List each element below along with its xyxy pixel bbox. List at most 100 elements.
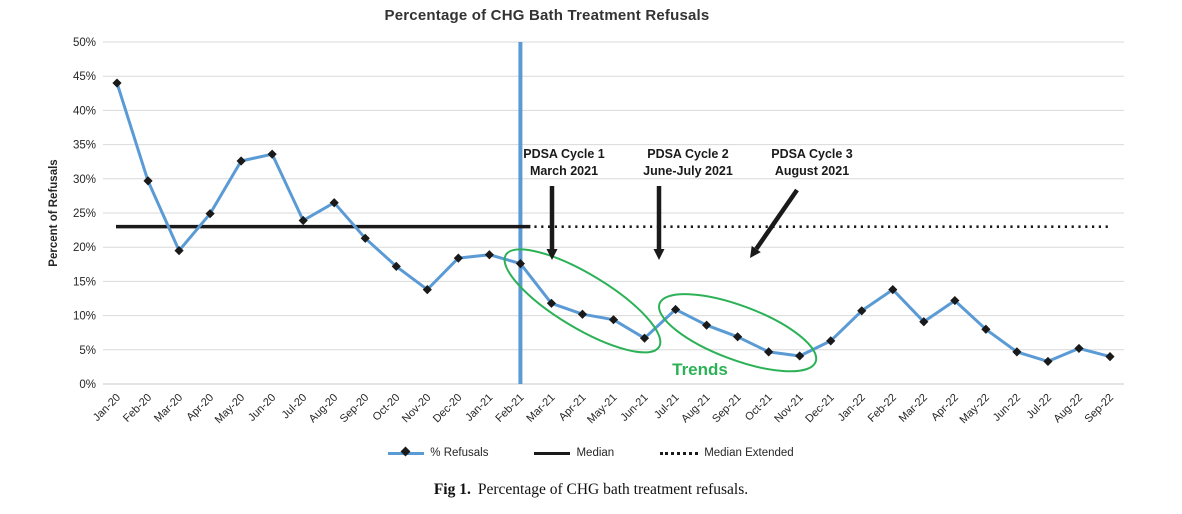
trend-ellipse [658,293,818,373]
x-tick-label: Dec-20 [431,392,465,426]
x-tick-label: Oct-20 [371,392,403,424]
data-point-marker [453,253,463,263]
data-point-marker [1074,343,1084,354]
y-tick-label: 10% [73,311,96,323]
data-point-marker [422,285,432,295]
legend-item-median: Median [534,447,614,459]
x-tick-label: Nov-21 [772,392,806,426]
data-point-marker [515,259,526,269]
pdsa-annotation-title: PDSA Cycle 3 [771,147,853,161]
data-point-marker [950,295,960,306]
x-tick-label: Oct-21 [743,392,775,424]
pdsa-annotation-title: PDSA Cycle 1 [523,147,605,161]
pdsa-annotation-title: PDSA Cycle 2 [647,147,729,161]
pdsa-arrowhead-icon [546,249,558,260]
x-tick-label: Feb-22 [866,392,899,425]
y-tick-label: 0% [79,379,96,391]
data-point-marker [484,250,494,260]
pdsa-arrowhead-icon [653,249,665,260]
x-tick-label: Jul-22 [1024,392,1054,422]
pdsa-annotation-subtitle: March 2021 [530,164,598,178]
x-tick-label: Mar-20 [152,392,185,425]
x-tick-label: May-21 [585,392,619,426]
x-tick-label: Aug-22 [1052,392,1086,426]
data-point-marker [733,332,743,342]
x-tick-label: Apr-21 [557,392,589,424]
x-tick-label: Jul-21 [652,392,682,422]
x-tick-label: Nov-20 [400,392,434,426]
x-tick-label: Apr-22 [929,392,961,424]
x-tick-label: Sep-21 [710,392,744,426]
y-tick-label: 5% [79,345,96,357]
median-extended-swatch-icon [660,451,699,455]
x-tick-label: Jun-20 [246,392,278,424]
legend-item-refusals: % Refusals [388,446,489,459]
y-tick-label: 20% [73,242,96,254]
x-tick-label: Mar-21 [524,392,557,425]
x-tick-label: Aug-20 [307,392,341,426]
trend-ellipse [503,248,662,354]
data-point-marker [857,306,867,316]
chart-title: Percentage of CHG Bath Treatment Refusal… [384,7,710,24]
trends-label: Trends [672,360,728,379]
x-tick-label: Mar-22 [897,392,930,425]
y-tick-label: 40% [73,105,96,117]
data-point-marker [1012,347,1022,357]
x-tick-label: Jun-22 [991,392,1023,424]
x-tick-label: Jan-21 [463,392,495,424]
pdsa-arrow-shaft [754,188,799,251]
y-tick-label: 30% [73,174,96,186]
refusals-line-swatch-icon [388,446,425,457]
y-tick-label: 45% [73,71,96,83]
chart-legend: % Refusals Median Median Extended [0,446,1182,459]
x-tick-label: Sep-20 [338,392,372,426]
data-point-marker [1105,352,1115,362]
data-point-marker [888,285,898,295]
data-point-marker [143,176,153,186]
data-point-marker [764,347,774,357]
x-tick-label: Jun-21 [618,392,650,424]
legend-label-median: Median [576,447,615,459]
median-line-swatch-icon [534,451,571,455]
data-point-marker [174,246,184,256]
data-point-marker [608,315,619,325]
data-point-marker [267,149,277,159]
data-point-marker [546,298,557,308]
y-tick-label: 15% [73,276,96,288]
diamond-marker-icon [400,446,411,457]
data-point-marker [701,320,712,330]
data-point-marker [981,324,991,334]
y-tick-label: 25% [73,208,96,220]
refusals-line-chart: 0% 5% 10% 15% 20% 25% 30% 35% 40% 45% 50% Percent o… [48,37,1124,426]
y-tick-label: 50% [73,37,96,49]
data-point-marker [360,233,370,243]
pdsa-annotation-subtitle: August 2021 [775,164,849,178]
x-tick-label: May-20 [213,392,247,426]
x-tick-label: Feb-20 [121,392,154,425]
data-point-marker [391,261,401,271]
y-tick-label: 35% [73,140,96,152]
x-tick-label: Jan-22 [836,392,868,424]
data-point-marker [236,156,246,166]
x-tick-label: Jan-20 [91,392,123,424]
data-point-marker [639,333,650,343]
data-point-marker [205,209,215,219]
data-point-marker [298,215,308,226]
x-tick-label: Jul-20 [280,392,310,422]
figure-caption: Fig 1. Percentage of CHG bath treatment r… [0,481,1182,499]
legend-label-median-extended: Median Extended [704,447,794,459]
y-axis-title: Percent of Refusals [48,159,60,266]
x-tick-label: Dec-21 [803,392,837,426]
legend-label-refusals: % Refusals [430,447,489,459]
data-point-marker [329,198,339,208]
figure-caption-text: Percentage of CHG bath treatment refusal… [477,481,749,498]
data-point-marker [1043,356,1053,367]
data-point-marker [577,309,588,319]
legend-item-median-extended: Median Extended [660,447,794,459]
x-tick-label: Feb-21 [493,392,526,425]
data-point-marker [795,351,805,361]
data-point-marker [919,317,929,327]
data-point-marker [826,336,836,346]
data-point-marker [112,78,122,88]
